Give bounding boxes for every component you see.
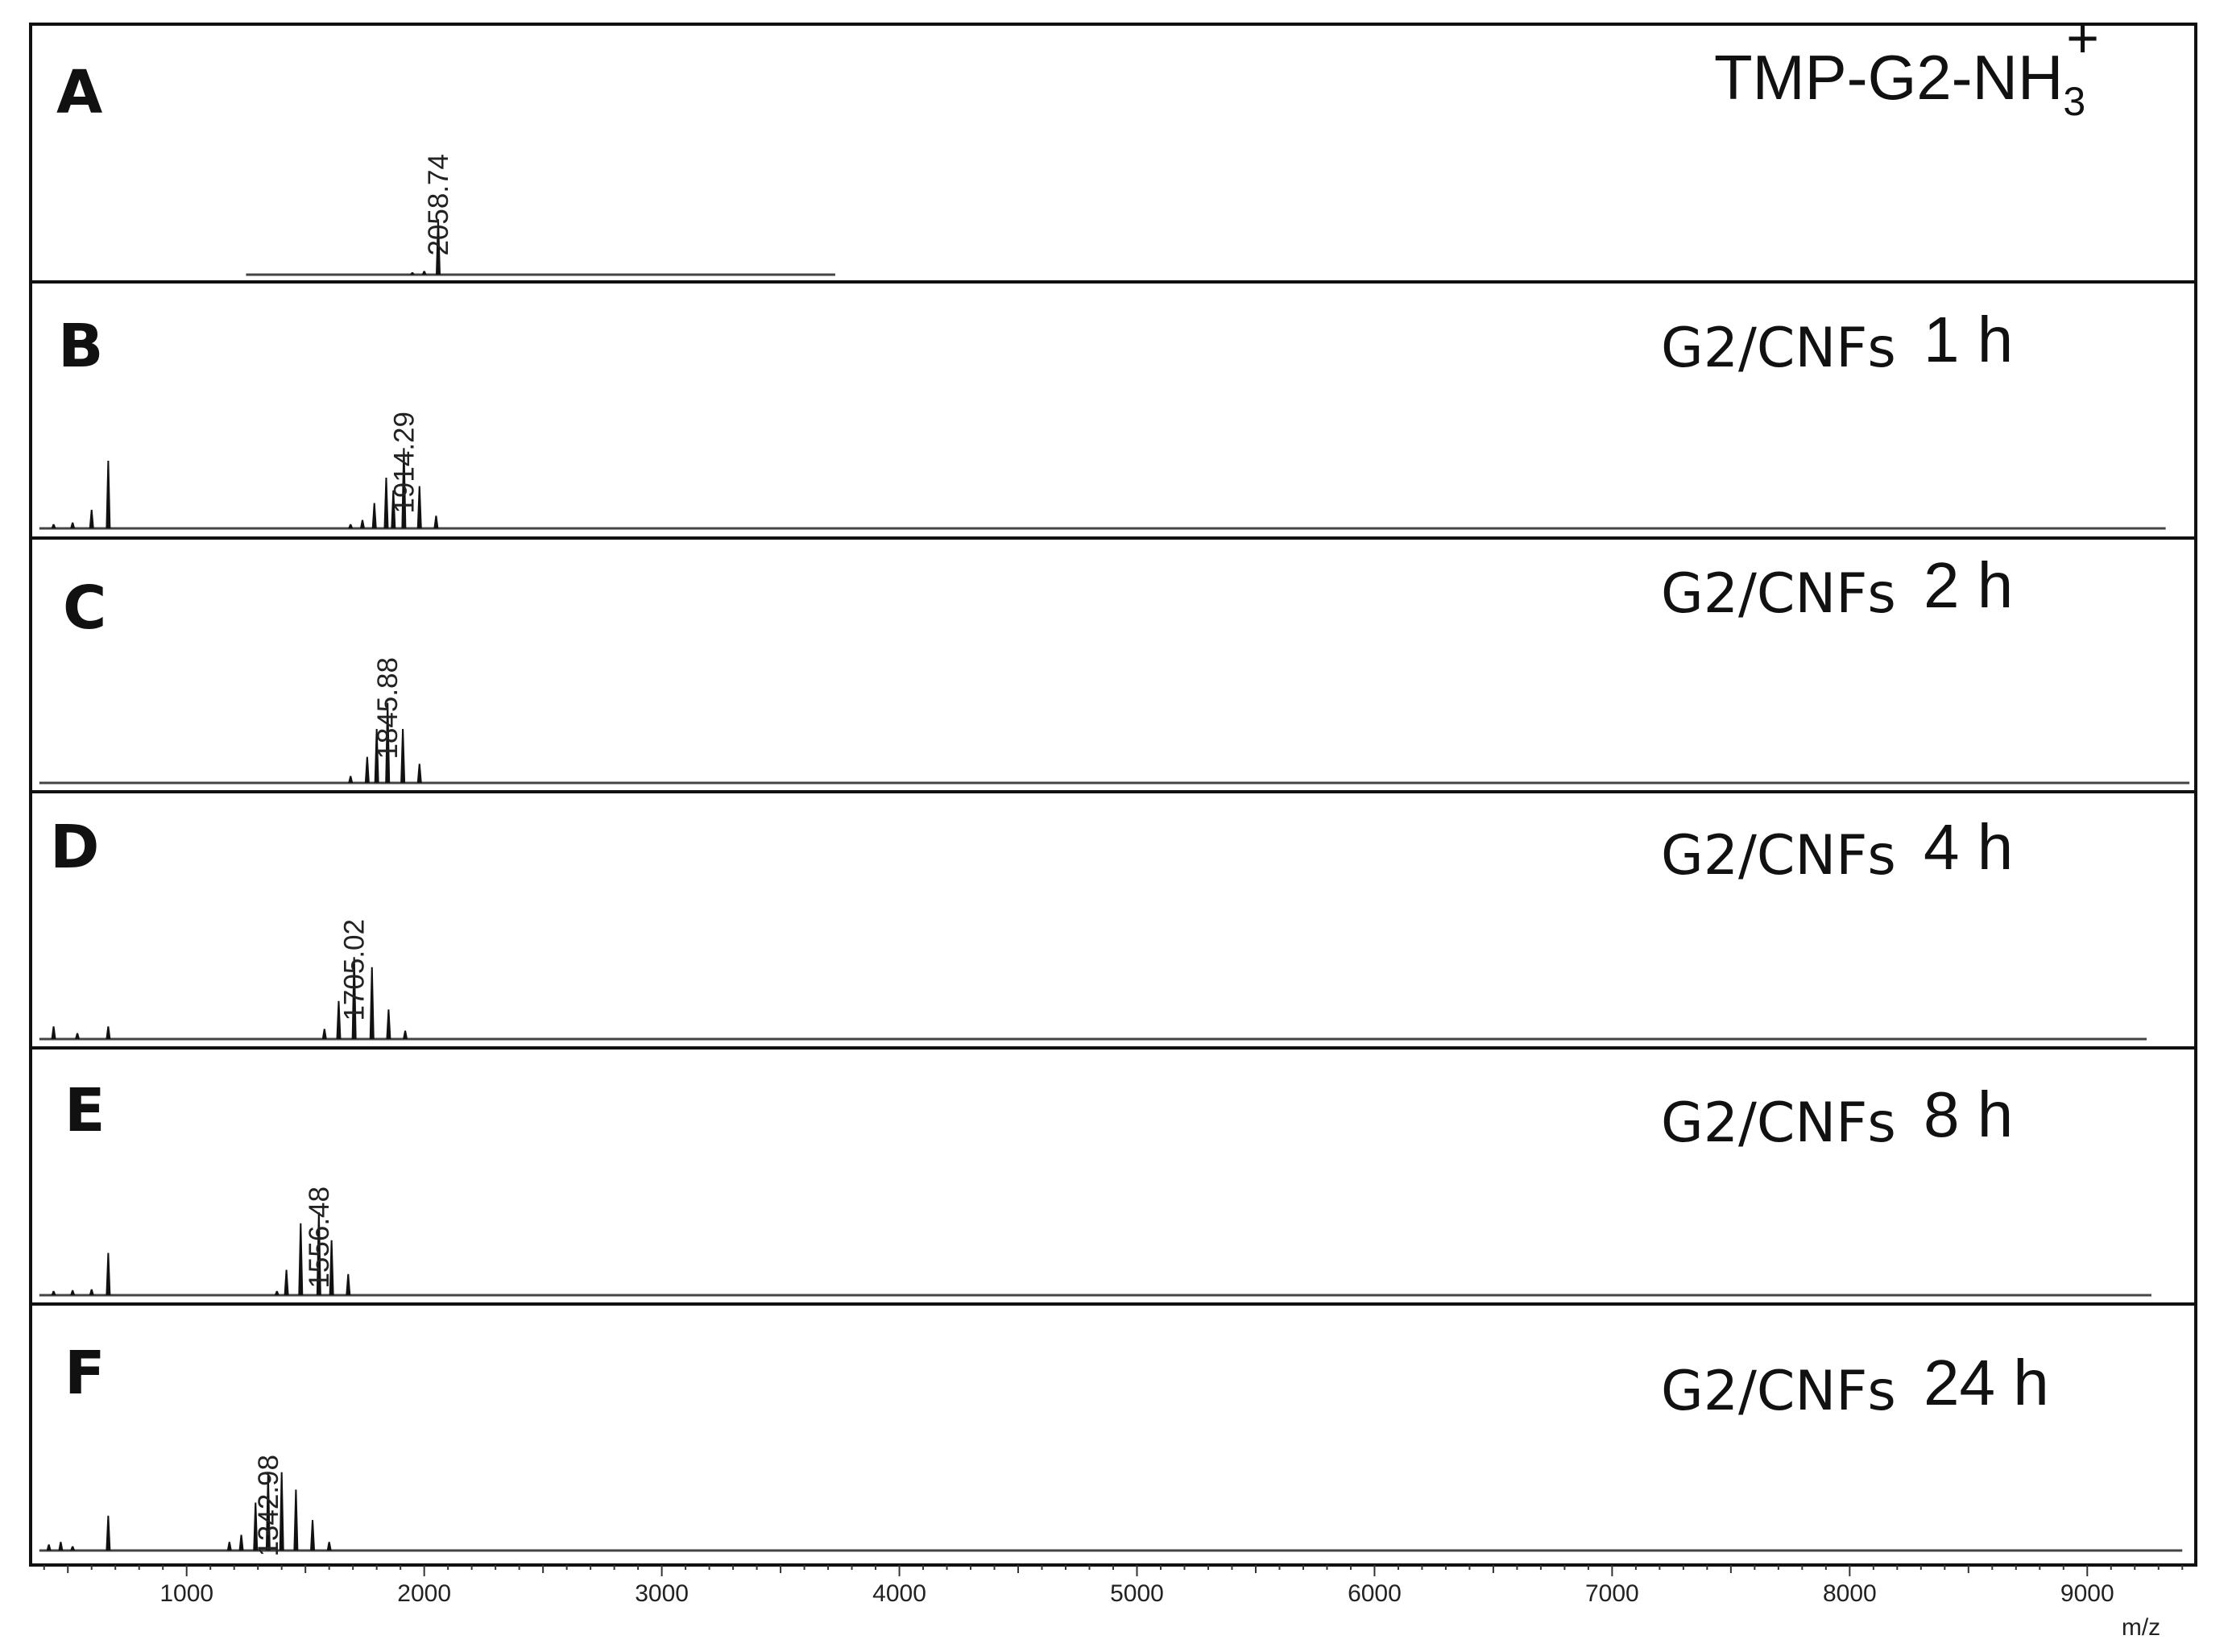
spectrum-peak [409, 271, 415, 275]
spectrum-peak [433, 515, 439, 528]
spectrum-peak [226, 1542, 232, 1551]
time-label: 8 h [1924, 1079, 2013, 1150]
peak-mz-label: 1845.88 [372, 657, 404, 760]
compound-name: TMP-G2-NH [1714, 42, 2063, 113]
spectrum-peak [89, 509, 94, 528]
spectrum-panels: A 2058.74 TMP-G2-NH3 + B 1914.29 G2/CNFs 1 h C 18… [31, 6, 2196, 1557]
panel-b: B 1914.29 G2/CNFs 1 h [31, 280, 2196, 530]
peak-mz-label: 1342.98 [253, 1455, 284, 1557]
sample-label: G2/CNFs [1661, 317, 1896, 380]
panel-d: D 1705.02 G2/CNFs 4 h [31, 790, 2196, 1041]
panel-letter: D [50, 813, 99, 882]
spectrum-peak [106, 1252, 111, 1295]
spectrum-peak [46, 1544, 52, 1551]
spectrum-peak [416, 486, 422, 528]
spectrum-peak [238, 1534, 244, 1551]
spectrum-peak [274, 1290, 280, 1295]
panel-e: E 1556.48 G2/CNFs 8 h [31, 1046, 2196, 1297]
spectrum-peak [348, 524, 354, 528]
panel-letter: E [64, 1076, 106, 1145]
time-label: 2 h [1924, 549, 2013, 621]
spectrum-peak [51, 1026, 56, 1039]
spectrum-peak [374, 728, 379, 783]
peak-mz-label: 1914.29 [388, 412, 420, 514]
spectrum-peak [385, 702, 391, 783]
spectrum-peak [348, 776, 354, 783]
spectrum-peak [371, 503, 377, 528]
sample-label: G2/CNFs [1661, 1360, 1896, 1423]
spectrum-peak [253, 1502, 259, 1551]
spectrum-peak [58, 1542, 64, 1551]
spectrum-peak [70, 522, 76, 528]
spectrum-peak [336, 1000, 342, 1039]
sample-label: G2/CNFs [1661, 562, 1896, 626]
panel-letter: B [58, 312, 103, 381]
spectrum-peak [346, 1273, 351, 1295]
spectrum-peak [326, 1542, 332, 1551]
spectrum-peak [421, 271, 427, 275]
spectrum-peak [400, 728, 406, 783]
x-tick-label: 1000 [159, 1580, 213, 1607]
spectrum-peak [293, 1489, 299, 1551]
panel-letter: C [63, 573, 106, 643]
spectrum-peak [75, 1033, 81, 1039]
spectrum-peak [284, 1269, 289, 1295]
panel-c: C 1845.88 G2/CNFs 2 h [31, 536, 2196, 785]
spectrum-peak [70, 1546, 76, 1551]
x-tick-label: 9000 [2060, 1580, 2114, 1607]
spectrum-peak [70, 1290, 76, 1295]
time-label: 4 h [1924, 811, 2013, 883]
spectrum-peak [321, 1029, 327, 1039]
spectrum-peak [89, 1289, 94, 1295]
spectrum-peak [403, 1030, 408, 1039]
x-axis-title: m/z [2122, 1614, 2160, 1641]
spectrum-peak [279, 1472, 284, 1551]
spectrum-peak [106, 1026, 111, 1039]
compound-subscript: 3 [2063, 79, 2085, 124]
x-tick-label: 3000 [635, 1580, 689, 1607]
x-tick-label: 2000 [397, 1580, 451, 1607]
spectrum-peak [316, 1212, 321, 1295]
spectrum-peak [106, 1515, 111, 1551]
spectrum-peak [51, 1290, 56, 1295]
x-tick-label: 6000 [1348, 1580, 1402, 1607]
x-axis: 1000 2000 3000 4000 5000 6000 7000 8000 9000 m/z [43, 1565, 2184, 1641]
spectrum-peak [298, 1223, 304, 1295]
x-tick-label: 7000 [1585, 1580, 1639, 1607]
spectrum-peak [386, 1009, 391, 1039]
sample-label: G2/CNFs [1661, 824, 1896, 888]
spectrum-peak [106, 461, 111, 528]
spectrum-peak [265, 1473, 271, 1551]
spectrum-peak [310, 1520, 316, 1551]
spectrum-peak [391, 490, 396, 528]
peak-mz-label: 1705.02 [339, 919, 371, 1021]
spectrum-peak [359, 520, 365, 528]
spectrum-peak [369, 967, 375, 1039]
peak-mz-label: 1556.48 [304, 1186, 335, 1289]
compound-superscript: + [2066, 6, 2099, 69]
x-tick-label: 4000 [872, 1580, 926, 1607]
peak-mz-label: 2058.74 [423, 154, 454, 256]
time-label: 24 h [1924, 1347, 2049, 1418]
panel-letter: A [56, 58, 102, 127]
x-tick-label: 8000 [1823, 1580, 1877, 1607]
time-label: 1 h [1924, 304, 2013, 375]
compound-title: TMP-G2-NH3 + [1714, 6, 2099, 124]
panel-a: A 2058.74 TMP-G2-NH3 + [56, 6, 2099, 276]
panel-f: F 1342.98 G2/CNFs 24 h [31, 1302, 2196, 1557]
spectrum-peak [383, 478, 389, 528]
panel-letter: F [64, 1339, 106, 1408]
spectrum-peak [401, 448, 407, 528]
spectrum-peak [329, 1240, 334, 1295]
x-tick-label: 5000 [1110, 1580, 1164, 1607]
spectrum-peak [435, 219, 441, 275]
spectrum-peak [351, 957, 357, 1039]
sample-label: G2/CNFs [1661, 1091, 1896, 1155]
spectrum-peak [51, 524, 56, 528]
spectrum-peak [364, 756, 370, 783]
spectrum-peak [416, 764, 422, 783]
